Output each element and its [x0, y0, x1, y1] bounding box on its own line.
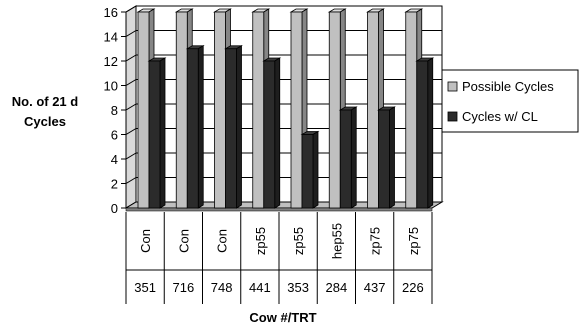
bar-cycles-with-cl — [225, 48, 237, 209]
category-label-treatment: hep55 — [329, 223, 344, 259]
bar-side — [350, 106, 357, 209]
y-tick-label: 2 — [111, 177, 118, 192]
bar-cycles-with-cl — [301, 134, 314, 209]
y-axis-title-line-2: Cycles — [24, 114, 66, 129]
bar-possible-cycles — [290, 11, 303, 209]
y-tick-label: 6 — [111, 128, 118, 143]
category-label-treatment: Con — [176, 229, 191, 253]
category-label-treatment: zp55 — [291, 227, 306, 255]
category-label-cow: 353 — [287, 280, 309, 295]
bar-possible-cycles — [367, 11, 379, 209]
category-label-cow: 716 — [173, 280, 195, 295]
legend-box — [441, 69, 579, 133]
bar-side — [427, 57, 434, 209]
bar-cycles-with-cl — [186, 48, 199, 209]
y-tick-label: 14 — [104, 30, 118, 45]
gridline-depth — [125, 177, 137, 184]
bar-possible-cycles — [252, 11, 265, 209]
plot-area: 0 2 4 6 8 10 12 14 16 Con 351 Con 716 Con 748 zp55 441 zp… — [104, 5, 444, 304]
category-label-cow: 441 — [249, 280, 271, 295]
category-label-cow: 748 — [211, 280, 233, 295]
gridline-depth — [125, 103, 137, 111]
legend: Possible Cycles Cycles w/ CL — [441, 69, 579, 133]
gridline-depth — [125, 54, 137, 62]
category-label-cow: 351 — [134, 280, 156, 295]
bar-possible-cycles — [137, 11, 150, 209]
bar-cycles-with-cl — [339, 109, 352, 209]
bar-possible-cycles — [214, 11, 226, 209]
category-label-treatment: zp75 — [406, 227, 421, 255]
y-axis-title-line-1: No. of 21 d — [12, 94, 79, 109]
bar-possible-cycles — [175, 11, 188, 209]
bar-cycles-with-cl — [148, 60, 161, 209]
y-tick-label: 10 — [104, 79, 118, 94]
bar-possible-cycles — [328, 11, 341, 209]
category-label-treatment: zp55 — [253, 227, 268, 255]
category-label-treatment: Con — [138, 229, 153, 253]
bar-side — [312, 130, 319, 209]
plot-floor-edge — [125, 207, 433, 212]
gridline-depth — [125, 128, 137, 135]
bar-side — [159, 57, 166, 209]
bar-side — [197, 45, 204, 209]
legend-label: Cycles w/ CL — [462, 109, 538, 124]
y-tick-label: 12 — [104, 54, 118, 69]
bar-cycles-with-cl — [378, 109, 390, 209]
legend-swatch — [447, 111, 458, 122]
y-tick-label: 16 — [104, 5, 118, 20]
category-label-cow: 437 — [364, 280, 386, 295]
bar-possible-cycles — [405, 11, 418, 209]
gridline-depth — [125, 152, 137, 160]
legend-label: Possible Cycles — [462, 79, 554, 94]
gridline-depth — [125, 5, 137, 13]
gridline-depth — [125, 79, 137, 86]
category-label-cow: 226 — [402, 280, 424, 295]
bar-side — [389, 106, 395, 209]
bar-cycles-with-cl — [416, 60, 429, 209]
category-label-treatment: zp75 — [368, 227, 383, 255]
legend-swatch — [447, 81, 458, 92]
bar-side — [236, 45, 242, 209]
category-label-cow: 284 — [326, 280, 348, 295]
bar-cycles-with-cl — [263, 60, 276, 209]
category-label-treatment: Con — [215, 229, 230, 253]
y-tick-label: 0 — [111, 201, 118, 216]
bar-side — [274, 57, 281, 209]
gridline-depth — [125, 30, 137, 37]
y-tick-label: 4 — [111, 152, 118, 167]
x-axis-title: Cow #/TRT — [249, 310, 316, 325]
y-tick-label: 8 — [111, 103, 118, 118]
